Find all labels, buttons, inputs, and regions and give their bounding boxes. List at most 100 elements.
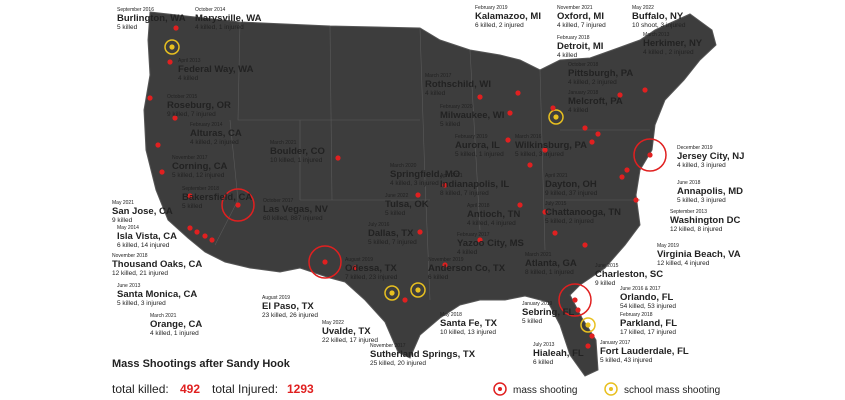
incident-place: Springfield, MO [390, 169, 460, 180]
incident-date: June 2016 & 2017 [620, 286, 661, 292]
incident-dot [542, 147, 548, 153]
incident-casualties: 8 killed, 7 injured [440, 190, 489, 197]
incident-date: January 2019 [522, 301, 553, 307]
incident-dot [527, 162, 533, 168]
us-map [143, 11, 717, 377]
incident-date: August 2019 [345, 257, 373, 263]
incident-place: Federal Way, WA [178, 64, 254, 75]
incident-date: July 2013 [533, 342, 555, 348]
school-ring [580, 317, 596, 333]
incident-date: January 2017 [600, 340, 631, 346]
incident-dot [402, 297, 408, 303]
incident-dot [415, 192, 421, 198]
incident-dot [187, 193, 193, 199]
incident-date: March 2016 [515, 134, 542, 140]
incident-date: February 2018 [620, 312, 653, 318]
incident-date: September 2016 [117, 7, 154, 13]
incident-casualties: 4 killed, 1 injured [195, 24, 244, 31]
incident-date: June 2018 [677, 180, 701, 186]
incident-dot [155, 142, 161, 148]
legend-mass-dot [498, 387, 502, 391]
incident-date: June 2015 [595, 263, 619, 269]
incident-date: March 2020 [390, 163, 417, 169]
incident-date: November 2021 [557, 5, 593, 11]
footer-title: Mass Shootings after Sandy Hook [112, 358, 291, 370]
legend-mass: mass shooting [513, 385, 577, 396]
incident-place: Antioch, TN [467, 209, 520, 220]
injured-total: 1293 [287, 382, 314, 396]
incident-place: Aurora, IL [455, 140, 500, 151]
incident-casualties: 5 killed [522, 318, 543, 325]
incident-place: Orlando, FL [620, 292, 674, 303]
incident-dot [322, 259, 328, 265]
incident-date: October 2018 [568, 62, 599, 68]
incident-casualties: 9 killed [595, 280, 616, 287]
incident-date: March 2021 [525, 252, 552, 258]
legend-school: school mass shooting [624, 385, 720, 396]
incident-casualties: 60 killed, 887 injured [263, 215, 323, 222]
incident-place: Roseburg, OR [167, 100, 231, 111]
legend-school-icon [604, 382, 618, 396]
incident-casualties: 4 killed [557, 52, 578, 59]
incident-place: Parkland, FL [620, 318, 677, 329]
incident-date: January 2018 [568, 90, 599, 96]
incident-dot [335, 155, 341, 161]
incident-date: May 2014 [117, 225, 139, 231]
incident-casualties: 4 killed, 2 injured [190, 139, 239, 146]
incident-dot [582, 125, 588, 131]
incident-date: April 2021 [545, 173, 568, 179]
incident-casualties: 9 killed, 7 injured [167, 111, 216, 118]
incident-casualties: 23 killed, 26 injured [262, 312, 318, 319]
incident-date: March 2013 [643, 32, 670, 38]
incident-date: February 2019 [475, 5, 508, 11]
incident-dot [202, 233, 208, 239]
incident-casualties: 54 killed, 53 injured [620, 303, 676, 310]
incident-dot [505, 137, 511, 143]
incident-casualties: 5 killed [440, 121, 461, 128]
incident-date: December 2019 [677, 145, 713, 151]
incident-dot [442, 182, 448, 188]
incident-dot [442, 262, 448, 268]
incident-casualties: 6 killed, 14 injured [117, 242, 170, 249]
incident-date: May 2019 [657, 243, 679, 249]
incident-dot [194, 229, 200, 235]
incident-date: May 2018 [440, 312, 462, 318]
incident-dot [572, 297, 578, 303]
incident-place: Bakersfield, CA [182, 192, 252, 203]
incident-dot [552, 230, 558, 236]
incident-ring [308, 245, 342, 279]
incident-casualties: 10 killed, 13 injured [440, 329, 496, 336]
incident-date: July 2015 [545, 201, 567, 207]
incident-casualties: 5 killed, 2 injured [545, 218, 594, 225]
incident-place: Oxford, MI [557, 11, 604, 22]
incident-place: Anderson Co, TX [428, 263, 506, 274]
incident-dot [619, 174, 625, 180]
incident-casualties: 4 killed [425, 90, 446, 97]
school-ring [384, 285, 400, 301]
killed-total: 492 [180, 382, 200, 396]
incident-dot [415, 287, 421, 293]
incident-date: September 2013 [670, 209, 707, 215]
incident-date: November 2017 [172, 155, 208, 161]
incident-casualties: 7 killed, 23 injured [345, 274, 398, 281]
